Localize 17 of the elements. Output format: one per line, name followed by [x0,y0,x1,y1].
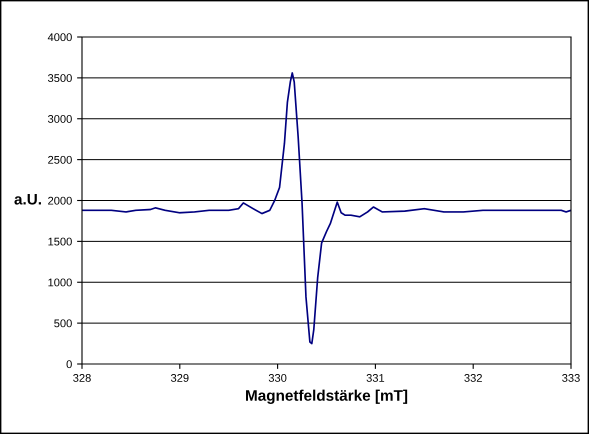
y-tick-label: 0 [66,360,72,368]
y-tick-label: 3000 [48,115,72,123]
y-tick-label: 4000 [48,33,72,42]
x-tick-label: 331 [366,374,384,382]
y-tick-label: 2500 [48,156,72,164]
x-tick-label: 333 [562,374,580,382]
y-tick-label: 1000 [48,278,72,286]
x-tick-label: 329 [170,374,189,382]
x-axis-title: Magnetfeldstärke [mT] [246,390,408,404]
x-tick-label: 332 [464,374,482,382]
y-tick-label: 3500 [48,74,72,82]
x-tick-label: 328 [73,374,91,382]
y-tick-label: 1500 [48,238,72,246]
y-axis-title: a.U. [14,194,41,205]
x-tick-label: 330 [268,374,286,382]
y-tick-label: 500 [54,319,72,328]
y-tick-label: 2000 [48,196,72,205]
